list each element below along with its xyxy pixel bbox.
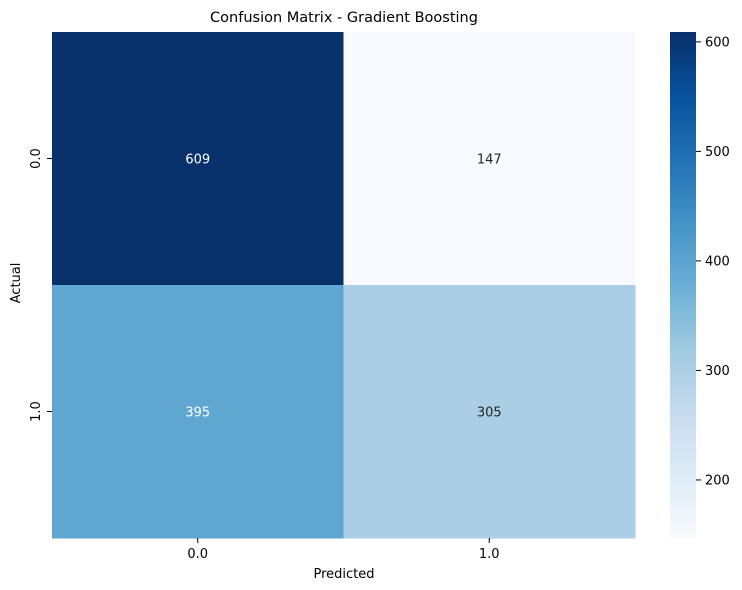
x-axis-label: Predicted [313,567,374,582]
colorbar-tick-label: 600 [705,35,730,50]
cell-value-label: 305 [477,406,502,421]
colorbar-tick-label: 200 [705,473,730,488]
colorbar-ticks: 200 300 400 500 600 [696,35,730,488]
y-tick-label: 1.0 [29,401,44,422]
chart-title: Confusion Matrix - Gradient Boosting [210,10,478,26]
colorbar-tick-label: 500 [705,145,730,160]
x-tick-label: 1.0 [479,547,500,562]
colorbar [670,32,696,538]
cell-value-label: 609 [185,153,210,168]
x-axis: 0.0 1.0 [187,538,500,562]
heatmap-cell [52,32,344,286]
y-axis: 0.0 1.0 [29,148,52,422]
heatmap-annotations: 609 147 395 305 [185,153,501,421]
x-tick-label: 0.0 [187,547,208,562]
cell-value-label: 147 [477,153,502,168]
y-tick-label: 0.0 [29,148,44,169]
heatmap-cell [52,285,344,539]
heatmap-cell [343,32,636,286]
colorbar-tick-label: 400 [705,254,730,269]
heatmap-cell [343,285,636,539]
cell-value-label: 395 [185,406,210,421]
y-axis-label: Actual [9,263,24,304]
colorbar-tick-label: 300 [705,364,730,379]
heatmap-cells [52,32,636,539]
